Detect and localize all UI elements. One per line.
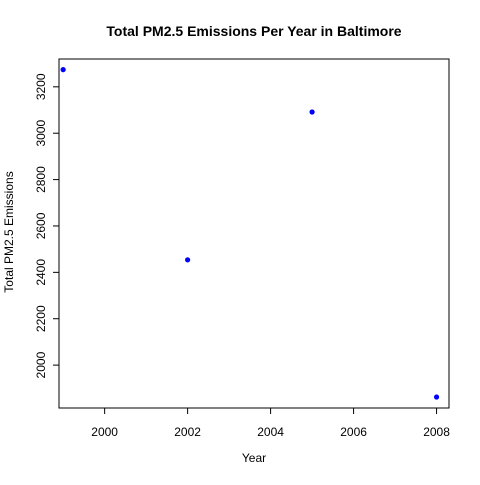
x-tick-label: 2004 — [257, 425, 284, 439]
data-point — [309, 109, 315, 115]
y-axis: 2000 2200 2400 2600 2800 3000 3200 — [34, 73, 60, 378]
data-point — [60, 67, 66, 73]
y-tick-label: 3200 — [34, 73, 48, 100]
y-tick-label: 2000 — [34, 351, 48, 378]
data-point — [185, 257, 191, 263]
y-axis-title: Total PM2.5 Emissions — [2, 171, 16, 292]
chart-title: Total PM2.5 Emissions Per Year in Baltim… — [106, 23, 401, 39]
y-tick-label: 2400 — [34, 259, 48, 286]
x-tick-label: 2006 — [340, 425, 367, 439]
data-point — [433, 394, 440, 400]
y-tick-label: 2600 — [34, 212, 48, 239]
y-tick-label: 3000 — [34, 120, 48, 147]
y-tick-label: 2800 — [34, 166, 48, 193]
y-tick-label: 2200 — [34, 305, 48, 332]
x-tick-label: 2002 — [174, 425, 201, 439]
plot-area-frame — [58, 58, 450, 409]
data-points — [60, 67, 440, 400]
x-tick-label: 2000 — [91, 425, 118, 439]
x-axis-title: Year — [242, 451, 266, 465]
x-axis: 2000 2002 2004 2006 2008 — [91, 407, 450, 439]
x-tick-label: 2008 — [423, 425, 450, 439]
